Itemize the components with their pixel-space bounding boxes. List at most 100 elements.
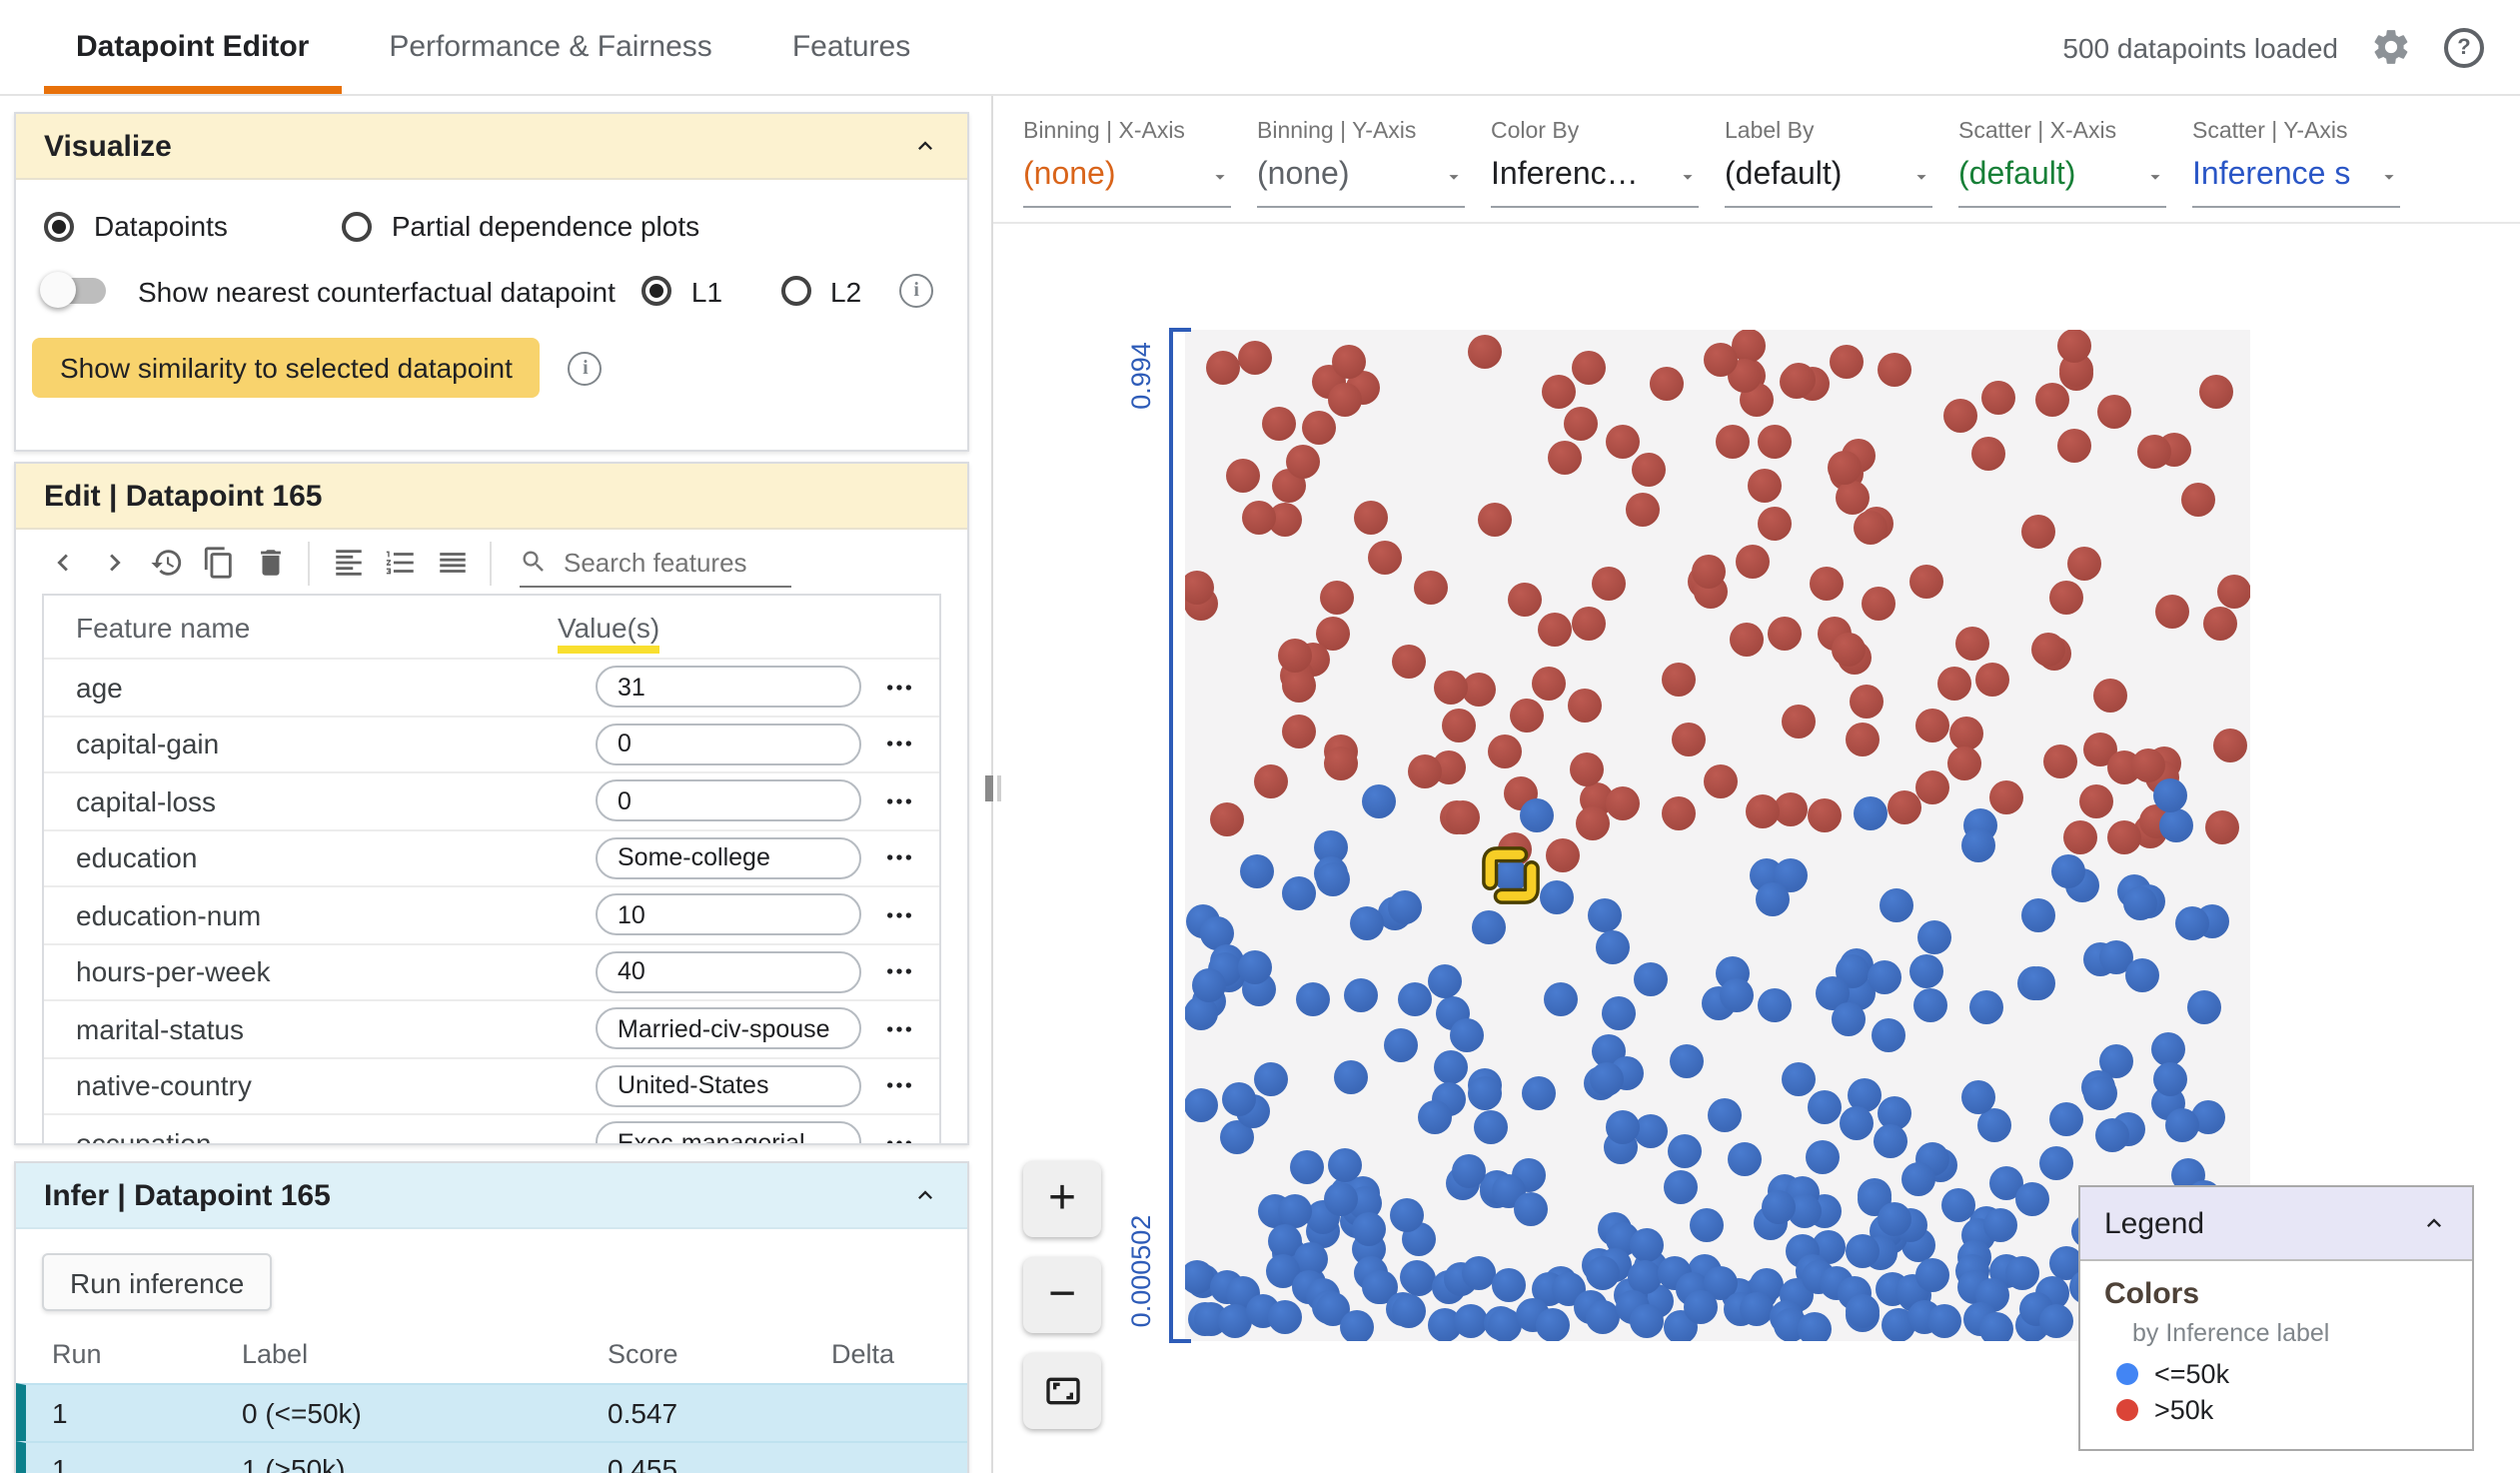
datapoint-red[interactable] xyxy=(1971,436,2006,471)
more-options-icon[interactable] xyxy=(883,672,915,704)
datapoint-red[interactable] xyxy=(1661,663,1696,698)
datapoints-radio[interactable] xyxy=(44,211,74,241)
datapoint-red[interactable] xyxy=(1507,582,1542,617)
datapoint-blue[interactable] xyxy=(2015,1181,2050,1216)
datapoint-blue[interactable] xyxy=(1854,795,1889,830)
zoom-out-button[interactable]: − xyxy=(1023,1257,1101,1333)
datapoint-red[interactable] xyxy=(1745,794,1780,829)
datapoint-red[interactable] xyxy=(1242,501,1277,536)
datapoint-blue[interactable] xyxy=(1977,1108,2012,1143)
datapoint-red[interactable] xyxy=(1625,493,1660,528)
datapoint-blue[interactable] xyxy=(2021,898,2056,933)
datapoint-red[interactable] xyxy=(1537,613,1572,648)
datapoint-red[interactable] xyxy=(1861,587,1895,622)
main-tab[interactable]: Datapoint Editor xyxy=(44,0,341,94)
datapoint-blue[interactable] xyxy=(1493,858,1528,893)
datapoint-blue[interactable] xyxy=(1398,982,1433,1017)
datapoint-blue[interactable] xyxy=(1805,1139,1840,1174)
datapoint-blue[interactable] xyxy=(1185,996,1218,1031)
datapoint-red[interactable] xyxy=(1989,780,2024,815)
datapoint-red[interactable] xyxy=(1572,351,1607,386)
datapoint-blue[interactable] xyxy=(1689,1208,1724,1243)
datapoint-blue[interactable] xyxy=(1253,1061,1288,1096)
datapoint-blue[interactable] xyxy=(2153,1062,2188,1096)
datapoint-blue[interactable] xyxy=(1585,1256,1620,1291)
datapoint-blue[interactable] xyxy=(1278,1194,1313,1229)
datapoint-blue[interactable] xyxy=(1343,977,1378,1012)
inference-result-row[interactable]: 1 0 (<=50k) 0.547 xyxy=(16,1383,967,1440)
chevron-up-icon[interactable] xyxy=(911,132,939,160)
datapoint-blue[interactable] xyxy=(1390,1197,1425,1232)
datapoint-red[interactable] xyxy=(2130,747,2165,782)
datapoint-red[interactable] xyxy=(1757,506,1792,541)
datapoint-red[interactable] xyxy=(1237,340,1272,375)
datapoint-blue[interactable] xyxy=(1739,1291,1774,1326)
datapoint-red[interactable] xyxy=(1909,564,1944,599)
datapoint-blue[interactable] xyxy=(2186,990,2221,1025)
previous-datapoint-icon[interactable] xyxy=(36,537,88,589)
datapoint-blue[interactable] xyxy=(1630,1303,1665,1338)
plot-control-dropdown[interactable]: Scatter | X-Axis (default) xyxy=(1958,120,2166,208)
datapoint-red[interactable] xyxy=(1302,410,1337,445)
datapoint-red[interactable] xyxy=(1975,663,2010,698)
datapoint-blue[interactable] xyxy=(1540,879,1575,914)
align-left-icon[interactable] xyxy=(322,537,374,589)
datapoint-red[interactable] xyxy=(2212,729,2247,763)
datapoint-blue[interactable] xyxy=(1758,987,1793,1022)
datapoint-blue[interactable] xyxy=(1917,920,1952,955)
info-icon[interactable]: i xyxy=(899,274,934,308)
datapoint-red[interactable] xyxy=(1210,801,1245,836)
datapoint-blue[interactable] xyxy=(1327,1148,1362,1183)
plot-control-dropdown[interactable]: Binning | Y-Axis (none) xyxy=(1257,120,1465,208)
datapoint-red[interactable] xyxy=(1478,503,1513,538)
datapoint-red[interactable] xyxy=(2063,820,2098,855)
datapoint-red[interactable] xyxy=(1767,617,1802,652)
datapoint-red[interactable] xyxy=(1735,545,1770,580)
datapoint-blue[interactable] xyxy=(1969,989,2004,1024)
datapoint-blue[interactable] xyxy=(1281,875,1316,910)
datapoint-red[interactable] xyxy=(2034,383,2069,418)
datapoint-blue[interactable] xyxy=(1960,828,1995,863)
more-options-icon[interactable] xyxy=(883,842,915,874)
datapoint-red[interactable] xyxy=(1605,424,1640,459)
datapoint-red[interactable] xyxy=(1809,567,1844,602)
datapoint-red[interactable] xyxy=(1510,699,1545,734)
datapoint-blue[interactable] xyxy=(1983,1208,2017,1243)
feature-value-input[interactable]: 0 xyxy=(596,723,861,765)
datapoint-red[interactable] xyxy=(1407,753,1442,788)
datapoint-blue[interactable] xyxy=(1629,1227,1664,1262)
delete-datapoint-icon[interactable] xyxy=(244,537,296,589)
datapoint-blue[interactable] xyxy=(1351,1211,1386,1246)
datapoint-red[interactable] xyxy=(1649,366,1684,401)
datapoint-blue[interactable] xyxy=(1467,1075,1502,1110)
datapoint-red[interactable] xyxy=(1980,380,2015,415)
restore-datapoint-icon[interactable] xyxy=(140,537,192,589)
datapoint-blue[interactable] xyxy=(1831,1002,1866,1037)
datapoint-blue[interactable] xyxy=(1544,982,1579,1017)
datapoint-red[interactable] xyxy=(2049,580,2084,615)
datapoint-blue[interactable] xyxy=(2165,1108,2200,1143)
datapoint-red[interactable] xyxy=(1691,555,1726,590)
datapoint-blue[interactable] xyxy=(1191,967,1226,1002)
datapoint-blue[interactable] xyxy=(1361,784,1396,819)
feature-value-input[interactable]: 31 xyxy=(596,666,861,709)
datapoint-blue[interactable] xyxy=(1221,1082,1256,1117)
datapoint-blue[interactable] xyxy=(1268,1299,1303,1334)
inference-result-row[interactable]: 1 1 (>50k) 0.455 xyxy=(16,1440,967,1473)
feature-value-input[interactable]: 0 xyxy=(596,779,861,822)
datapoint-red[interactable] xyxy=(1730,623,1765,658)
datapoint-blue[interactable] xyxy=(1634,962,1669,997)
datapoint-blue[interactable] xyxy=(1978,1311,2013,1341)
datapoint-blue[interactable] xyxy=(1418,1100,1453,1135)
datapoint-red[interactable] xyxy=(1946,746,1981,781)
datapoint-red[interactable] xyxy=(1915,708,1950,742)
datapoint-blue[interactable] xyxy=(1519,798,1554,833)
datapoint-red[interactable] xyxy=(1605,785,1640,820)
datapoint-blue[interactable] xyxy=(2175,905,2210,940)
datapoint-red[interactable] xyxy=(1392,644,1427,679)
datapoint-blue[interactable] xyxy=(1634,1114,1669,1149)
plot-control-dropdown[interactable]: Scatter | Y-Axis Inference s xyxy=(2192,120,2400,208)
datapoint-red[interactable] xyxy=(2199,375,2233,410)
datapoint-red[interactable] xyxy=(1323,745,1358,780)
datapoint-blue[interactable] xyxy=(1492,1267,1527,1302)
